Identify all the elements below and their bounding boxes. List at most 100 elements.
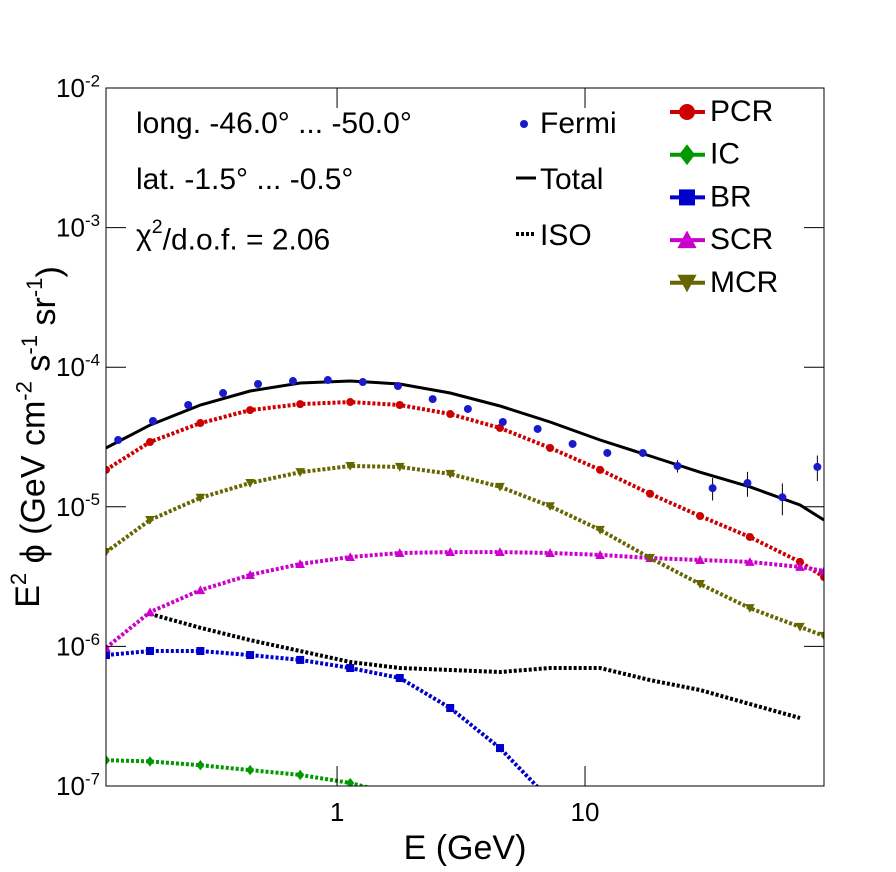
plot-area bbox=[106, 376, 824, 786]
marker bbox=[295, 468, 305, 477]
data-point bbox=[603, 448, 612, 457]
marker bbox=[695, 579, 705, 589]
marker bbox=[196, 419, 205, 428]
annotation: long. -46.0° ... -50.0° bbox=[136, 107, 412, 140]
marker bbox=[646, 489, 655, 498]
series-line bbox=[106, 463, 824, 638]
data-point bbox=[114, 435, 123, 444]
marker bbox=[745, 532, 754, 541]
marker bbox=[296, 655, 305, 664]
series-line bbox=[106, 399, 824, 579]
series-line bbox=[106, 550, 824, 650]
data-point bbox=[533, 424, 542, 433]
marker bbox=[445, 469, 456, 479]
marker bbox=[595, 525, 605, 535]
marker bbox=[495, 547, 505, 557]
marker bbox=[819, 631, 824, 641]
data-point bbox=[254, 379, 263, 388]
marker bbox=[395, 401, 404, 410]
marker bbox=[345, 552, 356, 561]
y-tick-label: 10-7​ bbox=[56, 770, 100, 801]
marker bbox=[345, 462, 356, 471]
y-tick-label: 10-5​ bbox=[56, 491, 100, 522]
marker bbox=[745, 557, 755, 566]
marker bbox=[819, 566, 824, 575]
marker bbox=[196, 759, 205, 771]
marker bbox=[106, 465, 110, 474]
marker bbox=[395, 673, 404, 682]
data-point bbox=[358, 378, 367, 387]
marker bbox=[145, 607, 155, 617]
data-point bbox=[393, 382, 402, 391]
marker bbox=[106, 643, 111, 652]
marker bbox=[246, 651, 255, 660]
marker bbox=[820, 573, 824, 582]
marker bbox=[346, 664, 355, 673]
marker bbox=[495, 744, 504, 753]
frame bbox=[105, 87, 825, 787]
marker bbox=[446, 704, 455, 713]
marker bbox=[596, 465, 605, 474]
marker bbox=[145, 516, 155, 525]
marker bbox=[106, 651, 110, 660]
data-point bbox=[778, 493, 787, 502]
data-point bbox=[813, 462, 822, 471]
marker bbox=[745, 604, 755, 613]
marker bbox=[106, 548, 111, 557]
marker bbox=[106, 755, 110, 766]
marker bbox=[679, 144, 695, 166]
marker bbox=[795, 562, 805, 571]
marker bbox=[695, 555, 705, 564]
legend-label: PCR bbox=[710, 95, 773, 128]
data-point bbox=[708, 484, 717, 493]
data-point bbox=[743, 479, 752, 488]
y-axis-title: E2​ ϕ (GeV cm-2​ s-1​ sr-1​) bbox=[6, 266, 69, 608]
marker bbox=[195, 585, 206, 595]
annotation: lat. -1.5° ... -0.5° bbox=[136, 163, 353, 196]
marker bbox=[677, 230, 697, 249]
legend-label: Total bbox=[540, 163, 603, 196]
marker bbox=[246, 764, 255, 776]
marker bbox=[296, 400, 305, 409]
marker bbox=[495, 482, 505, 492]
marker bbox=[679, 189, 695, 206]
data-point bbox=[463, 404, 472, 413]
marker bbox=[246, 406, 255, 415]
data-point bbox=[638, 448, 647, 457]
marker bbox=[245, 479, 255, 488]
marker bbox=[795, 622, 805, 632]
x-tick-label: 1 bbox=[330, 797, 344, 827]
data-point bbox=[673, 462, 682, 471]
marker bbox=[295, 559, 305, 569]
marker bbox=[595, 550, 605, 559]
marker bbox=[679, 104, 695, 120]
marker bbox=[546, 443, 555, 452]
marker bbox=[645, 553, 655, 563]
data-point bbox=[498, 417, 507, 426]
y-tick-label: 10-6​ bbox=[56, 630, 100, 661]
marker bbox=[195, 493, 206, 503]
data-point bbox=[219, 389, 228, 398]
legend-marker bbox=[520, 120, 528, 128]
marker bbox=[545, 548, 555, 557]
legend-label: BR bbox=[710, 180, 752, 213]
marker bbox=[545, 502, 555, 511]
marker bbox=[145, 646, 154, 655]
series-line bbox=[106, 379, 824, 522]
marker bbox=[346, 398, 355, 407]
legend-label: ISO bbox=[540, 219, 592, 252]
legend-label: IC bbox=[710, 138, 740, 171]
y-tick-label: 10-3​ bbox=[56, 211, 100, 242]
y-tick-label: 10-4​ bbox=[56, 351, 100, 382]
marker bbox=[346, 777, 355, 786]
data-point bbox=[184, 401, 193, 410]
marker bbox=[795, 557, 804, 566]
annotation: χ2​/d.o.f. = 2.06 bbox=[136, 216, 330, 256]
x-axis-title: E (GeV) bbox=[404, 829, 527, 867]
data-point bbox=[323, 376, 332, 385]
marker bbox=[245, 570, 255, 579]
series-line bbox=[149, 611, 801, 720]
marker bbox=[446, 410, 455, 419]
